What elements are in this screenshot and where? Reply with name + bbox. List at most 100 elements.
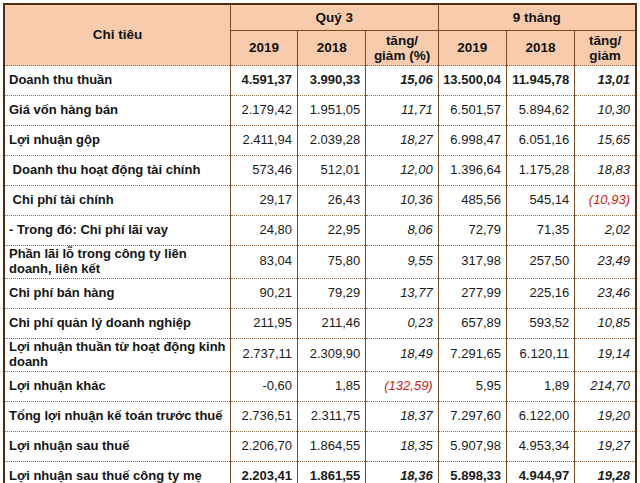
- cell-value: 9,55: [366, 246, 438, 279]
- cell-value: 13.500,04: [438, 66, 506, 96]
- cell-value: 1,89: [506, 371, 574, 401]
- cell-value: 19,28: [575, 461, 636, 483]
- cell-value: 2,02: [575, 216, 636, 246]
- cell-value: 211,95: [230, 308, 297, 338]
- cell-value: 2.203,41: [230, 461, 297, 483]
- cell-value: 1.864,55: [298, 431, 366, 461]
- cell-value: 13,01: [575, 66, 636, 96]
- cell-value: 6.501,57: [438, 96, 506, 126]
- header-group-quarter3: Quý 3: [230, 4, 438, 31]
- cell-value: 18,37: [366, 401, 438, 431]
- header-9m-2018: 2018: [506, 31, 574, 66]
- cell-value: 15,65: [575, 126, 636, 156]
- cell-value: 18,49: [366, 338, 438, 371]
- table-row: Lợi nhuận sau thuế2.206,701.864,5518,355…: [4, 431, 636, 461]
- cell-value: 19,14: [575, 338, 636, 371]
- cell-value: 6.120,11: [506, 338, 574, 371]
- row-label: Phần lãi lỗ trong công ty liên doanh, li…: [4, 246, 230, 279]
- table-row: Doanh thu hoạt động tài chính573,46512,0…: [4, 156, 636, 186]
- cell-value: 6.122,00: [506, 401, 574, 431]
- table-row: Chi phí quản lý doanh nghiệp211,95211,46…: [4, 308, 636, 338]
- table-row: Chi phí bán hàng90,2179,2913,77277,99225…: [4, 278, 636, 308]
- table-row: - Trong đó: Chi phí lãi vay24,8022,958,0…: [4, 216, 636, 246]
- cell-value: 24,80: [230, 216, 297, 246]
- table-row: Doanh thu thuần4.591,373.990,3315,0613.5…: [4, 66, 636, 96]
- cell-value: 2.736,51: [230, 401, 297, 431]
- cell-value: 1.951,05: [298, 96, 366, 126]
- financial-results-table: Chỉ tiêu Quý 3 9 tháng 2019 2018 tăng/ g…: [3, 3, 637, 483]
- cell-value: 4.944,97: [506, 461, 574, 483]
- cell-value: 83,04: [230, 246, 297, 279]
- cell-value: 6.998,47: [438, 126, 506, 156]
- cell-value: 1.175,28: [506, 156, 574, 186]
- cell-value: 2.039,28: [298, 126, 366, 156]
- table-row: Giá vốn hàng bán2.179,421.951,0511,716.5…: [4, 96, 636, 126]
- cell-value: 214,70: [575, 371, 636, 401]
- table-row: Tổng lợi nhuận kế toán trước thuế2.736,5…: [4, 401, 636, 431]
- header-9m-2019: 2019: [438, 31, 506, 66]
- cell-value: 7.297,60: [438, 401, 506, 431]
- cell-value: 5.907,98: [438, 431, 506, 461]
- row-label: Lợi nhuận thuần từ hoạt động kinh doanh: [4, 338, 230, 371]
- cell-value: -0,60: [230, 371, 297, 401]
- row-label: Chi phí tài chính: [4, 186, 230, 216]
- table-row: Chi phí tài chính29,1726,4310,36485,5654…: [4, 186, 636, 216]
- cell-value: 90,21: [230, 278, 297, 308]
- table-body: Doanh thu thuần4.591,373.990,3315,0613.5…: [4, 66, 636, 483]
- table-row: Lợi nhuận sau thuế công ty mẹ2.203,411.8…: [4, 461, 636, 483]
- cell-value: 5.898,33: [438, 461, 506, 483]
- header-9m-change: tăng/ giảm: [575, 31, 636, 66]
- cell-value: 211,46: [298, 308, 366, 338]
- row-label: Lợi nhuận khác: [4, 371, 230, 401]
- row-label: Chi phí quản lý doanh nghiệp: [4, 308, 230, 338]
- cell-value: 2.309,90: [298, 338, 366, 371]
- cell-value: 75,80: [298, 246, 366, 279]
- cell-value: 545,14: [506, 186, 574, 216]
- cell-value: 657,89: [438, 308, 506, 338]
- cell-value: 8,06: [366, 216, 438, 246]
- cell-value: 11.945,78: [506, 66, 574, 96]
- cell-value: 7.291,65: [438, 338, 506, 371]
- cell-value: 13,77: [366, 278, 438, 308]
- cell-value: 26,43: [298, 186, 366, 216]
- table-row: Lợi nhuận khác-0,601,85(132,59)5,951,892…: [4, 371, 636, 401]
- cell-value: 0,23: [366, 308, 438, 338]
- cell-value: 5.894,62: [506, 96, 574, 126]
- cell-value: 225,16: [506, 278, 574, 308]
- cell-value: 4.953,34: [506, 431, 574, 461]
- cell-value: 19,20: [575, 401, 636, 431]
- header-group-row: Chỉ tiêu Quý 3 9 tháng: [4, 4, 636, 31]
- cell-value: 18,27: [366, 126, 438, 156]
- cell-value: 18,35: [366, 431, 438, 461]
- cell-value: (10,93): [575, 186, 636, 216]
- table-row: Phần lãi lỗ trong công ty liên doanh, li…: [4, 246, 636, 279]
- table-row: Lợi nhuận gộp2.411,942.039,2818,276.998,…: [4, 126, 636, 156]
- row-label: Tổng lợi nhuận kế toán trước thuế: [4, 401, 230, 431]
- cell-value: 10,85: [575, 308, 636, 338]
- row-label: Lợi nhuận sau thuế công ty mẹ: [4, 461, 230, 483]
- table-header: Chỉ tiêu Quý 3 9 tháng 2019 2018 tăng/ g…: [4, 4, 636, 66]
- page: Chỉ tiêu Quý 3 9 tháng 2019 2018 tăng/ g…: [0, 0, 640, 483]
- cell-value: 1.396,64: [438, 156, 506, 186]
- row-label: Doanh thu thuần: [4, 66, 230, 96]
- cell-value: 593,52: [506, 308, 574, 338]
- cell-value: 257,50: [506, 246, 574, 279]
- row-label: Chi phí bán hàng: [4, 278, 230, 308]
- cell-value: 573,46: [230, 156, 297, 186]
- cell-value: 2.411,94: [230, 126, 297, 156]
- cell-value: 2.737,11: [230, 338, 297, 371]
- header-q3-2018: 2018: [298, 31, 366, 66]
- cell-value: 23,49: [575, 246, 636, 279]
- cell-value: 2.206,70: [230, 431, 297, 461]
- cell-value: 4.591,37: [230, 66, 297, 96]
- cell-value: 79,29: [298, 278, 366, 308]
- cell-value: 18,83: [575, 156, 636, 186]
- cell-value: 2.311,75: [298, 401, 366, 431]
- cell-value: 22,95: [298, 216, 366, 246]
- cell-value: 6.051,16: [506, 126, 574, 156]
- cell-value: 317,98: [438, 246, 506, 279]
- row-label: Lợi nhuận gộp: [4, 126, 230, 156]
- cell-value: 19,27: [575, 431, 636, 461]
- cell-value: 512,01: [298, 156, 366, 186]
- cell-value: 72,79: [438, 216, 506, 246]
